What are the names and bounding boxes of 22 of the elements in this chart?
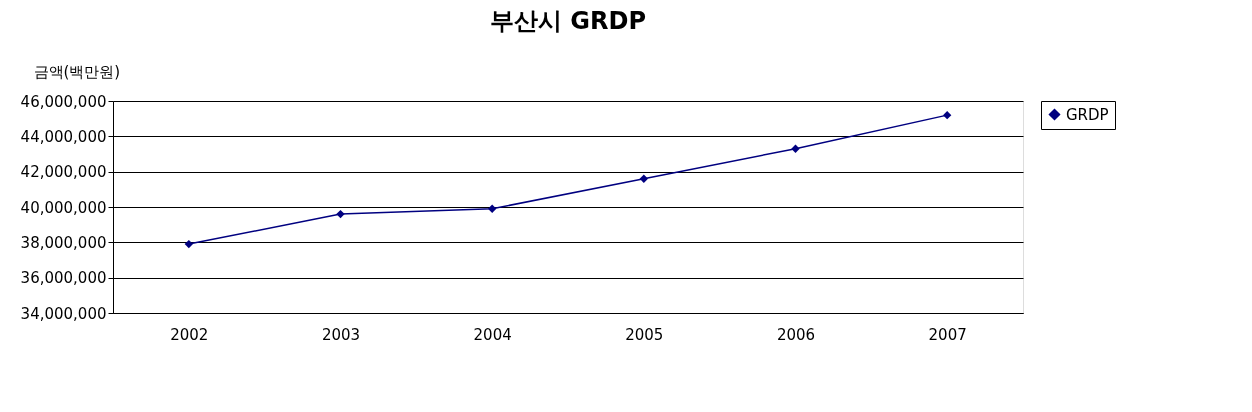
y-tick-label: 42,000,000	[20, 163, 107, 182]
x-tick-label: 2007	[928, 325, 967, 344]
x-tick-label: 2005	[625, 325, 664, 344]
legend-label: GRDP	[1066, 105, 1109, 124]
y-tick-label: 46,000,000	[20, 92, 107, 111]
x-tick-label: 2006	[776, 325, 816, 344]
x-tick-label: 2004	[473, 325, 512, 344]
point	[336, 209, 345, 219]
y-tick-label: 38,000,000	[20, 233, 107, 252]
y-tick-label: 44,000,000	[20, 127, 107, 146]
point	[184, 239, 194, 249]
y-tick-label: 40,000,000	[20, 198, 107, 217]
y-tick-label: 36,000,000	[20, 269, 107, 288]
point	[487, 204, 497, 213]
point	[639, 174, 649, 183]
x-tick-label: 2002	[170, 325, 209, 344]
x-tick-label: 2003	[321, 325, 361, 344]
y-tick-label: 34,000,000	[20, 304, 107, 323]
point	[942, 110, 952, 120]
y-axis-title: 금액(백만원)	[33, 62, 121, 81]
point	[791, 144, 800, 153]
chart-title: 부산시 GRDP	[489, 7, 647, 35]
